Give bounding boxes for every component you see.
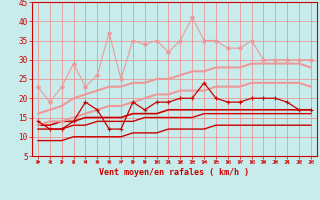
X-axis label: Vent moyen/en rafales ( km/h ): Vent moyen/en rafales ( km/h ) — [100, 168, 249, 177]
